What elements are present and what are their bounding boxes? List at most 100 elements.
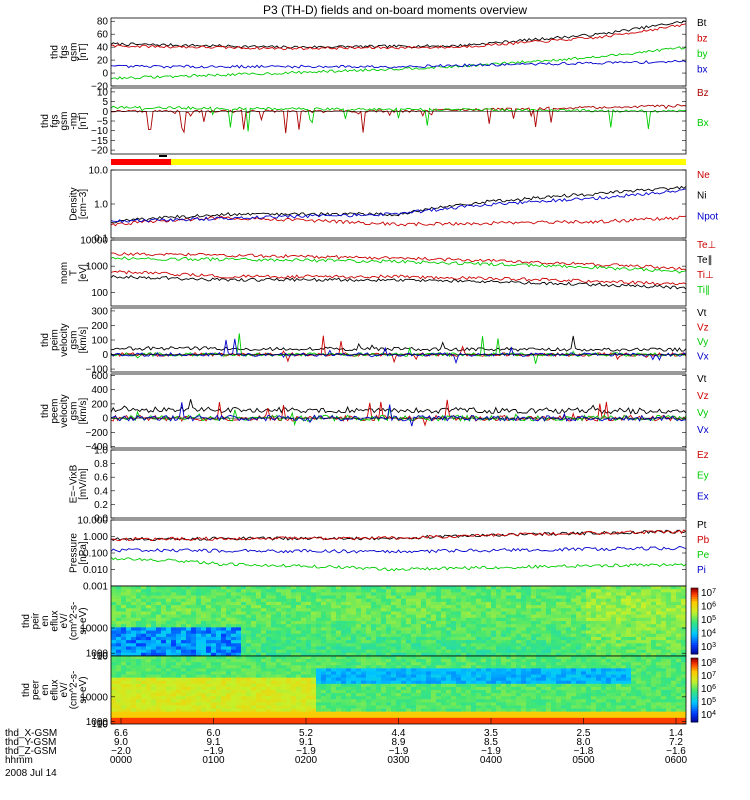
heatmap-cell xyxy=(301,633,307,638)
heatmap-cell xyxy=(381,633,387,638)
heatmap-cell xyxy=(301,686,307,691)
heatmap-cell xyxy=(411,649,417,654)
heatmap-cell xyxy=(161,630,167,635)
heatmap-cell xyxy=(431,636,437,641)
heatmap-cell xyxy=(501,605,507,609)
series-line-temp-2 xyxy=(111,252,686,271)
heatmap-cell xyxy=(216,696,222,700)
heatmap-cell xyxy=(506,608,512,613)
heatmap-cell xyxy=(611,608,617,613)
heatmap-cell xyxy=(596,652,602,656)
colorbar-segment xyxy=(691,623,698,626)
heatmap-cell xyxy=(336,586,342,590)
heatmap-cell xyxy=(116,690,122,694)
heatmap-cell xyxy=(481,693,487,697)
heatmap-cell xyxy=(566,708,572,713)
heatmap-cell xyxy=(426,592,432,597)
heatmap-cell xyxy=(401,686,407,691)
heatmap-cell xyxy=(196,717,202,722)
heatmap-cell xyxy=(426,659,432,663)
heatmap-cell xyxy=(441,617,447,622)
heatmap-cell xyxy=(436,702,442,707)
heatmap-cell xyxy=(351,662,357,666)
heatmap-cell xyxy=(426,627,432,632)
heatmap-cell xyxy=(291,693,297,697)
heatmap-cell xyxy=(621,598,627,603)
heatmap-cell xyxy=(181,714,187,719)
legend-entry: Vt xyxy=(697,374,707,385)
heatmap-cell xyxy=(376,693,382,697)
heatmap-cell xyxy=(196,617,202,622)
heatmap-cell xyxy=(436,717,442,722)
heatmap-cell xyxy=(376,674,382,679)
heatmap-cell xyxy=(441,659,447,663)
heatmap-cell xyxy=(291,624,297,628)
y-tick-label: 300 xyxy=(91,306,108,317)
heatmap-cell xyxy=(636,617,642,622)
heatmap-cell xyxy=(501,646,507,651)
heatmap-cell xyxy=(141,717,147,722)
heatmap-cell xyxy=(401,690,407,694)
heatmap-cell xyxy=(401,665,407,669)
heatmap-cell xyxy=(116,659,122,663)
heatmap-cell xyxy=(251,633,257,638)
heatmap-cell xyxy=(551,714,557,719)
heatmap-cell xyxy=(576,611,582,616)
heatmap-cell xyxy=(666,621,672,625)
heatmap-cell xyxy=(201,717,207,722)
heatmap-cell xyxy=(596,668,602,673)
heatmap-cell xyxy=(616,614,622,619)
heatmap-cell xyxy=(366,717,372,722)
heatmap-cell xyxy=(436,690,442,694)
heatmap-cell xyxy=(216,601,222,606)
heatmap-cell xyxy=(356,671,362,676)
heatmap-cell xyxy=(521,699,527,703)
heatmap-cell xyxy=(576,714,582,719)
heatmap-cell xyxy=(291,665,297,669)
heatmap-cell xyxy=(631,611,637,616)
heatmap-cell xyxy=(591,690,597,694)
heatmap-cell xyxy=(311,696,317,700)
heatmap-cell xyxy=(586,601,592,606)
heatmap-cell xyxy=(156,656,162,660)
heatmap-cell xyxy=(461,690,467,694)
heatmap-cell xyxy=(426,636,432,641)
heatmap-cell xyxy=(386,680,392,685)
heatmap-cell xyxy=(201,705,207,710)
heatmap-cell xyxy=(211,646,217,651)
heatmap-cell xyxy=(591,656,597,660)
heatmap-cell xyxy=(216,677,222,682)
heatmap-cell xyxy=(441,665,447,669)
heatmap-cell xyxy=(276,696,282,700)
heatmap-cell xyxy=(331,665,337,669)
heatmap-cell xyxy=(246,693,252,697)
heatmap-cell xyxy=(346,659,352,663)
heatmap-cell xyxy=(566,705,572,710)
heatmap-cell xyxy=(296,668,302,673)
heatmap-cell xyxy=(196,640,202,644)
heatmap-cell xyxy=(486,592,492,597)
heatmap-cell xyxy=(161,636,167,641)
heatmap-cell xyxy=(591,668,597,673)
heatmap-cell xyxy=(136,665,142,669)
heatmap-cell xyxy=(426,614,432,619)
heatmap-cell xyxy=(211,624,217,628)
heatmap-cell xyxy=(591,708,597,713)
heatmap-cell xyxy=(136,595,142,600)
heatmap-cell xyxy=(191,608,197,613)
heatmap-cell xyxy=(221,662,227,666)
heatmap-cell xyxy=(156,598,162,603)
heatmap-cell xyxy=(556,717,562,722)
heatmap-cell xyxy=(541,656,547,660)
heatmap-cell xyxy=(466,662,472,666)
heatmap-cell xyxy=(496,659,502,663)
heatmap-cell xyxy=(456,677,462,682)
heatmap-cell xyxy=(281,677,287,682)
heatmap-cell xyxy=(271,586,277,590)
heatmap-cell xyxy=(166,621,172,625)
heatmap-cell xyxy=(166,636,172,641)
heatmap-cell xyxy=(371,636,377,641)
heatmap-cell xyxy=(561,665,567,669)
heatmap-cell xyxy=(376,665,382,669)
heatmap-cell xyxy=(201,674,207,679)
